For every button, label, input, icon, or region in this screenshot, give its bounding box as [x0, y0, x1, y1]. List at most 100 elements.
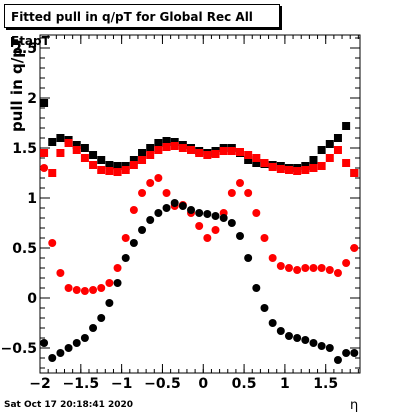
data-point-series-1 — [252, 154, 261, 162]
data-point-series-3 — [187, 206, 196, 214]
data-point-series-2 — [40, 164, 49, 172]
data-point-series-1 — [105, 167, 114, 175]
data-point-series-0 — [138, 149, 147, 157]
data-point-series-0 — [129, 156, 138, 164]
data-point-series-3 — [219, 214, 228, 222]
data-point-series-1 — [244, 151, 253, 159]
data-point-series-3 — [244, 254, 253, 262]
data-point-series-3 — [203, 210, 212, 218]
data-point-series-3 — [154, 209, 163, 217]
data-point-series-1 — [178, 144, 187, 152]
data-point-series-1 — [40, 149, 49, 157]
data-point-series-1 — [72, 146, 81, 154]
y-tick-label: 1.5 — [12, 141, 37, 157]
x-axis-label: η — [350, 398, 359, 413]
data-point-series-1 — [342, 159, 351, 167]
footer-timestamp: Sat Oct 17 20:18:41 2020 — [4, 400, 134, 410]
data-point-series-3 — [64, 344, 73, 352]
data-point-series-2 — [333, 269, 342, 277]
data-point-series-3 — [56, 349, 65, 357]
x-tick-label: 0 — [198, 376, 208, 392]
data-point-series-1 — [113, 168, 122, 176]
data-point-series-1 — [89, 161, 98, 169]
data-point-series-2 — [113, 264, 122, 272]
data-point-series-2 — [325, 266, 334, 274]
data-point-series-2 — [162, 189, 171, 197]
data-point-series-0 — [309, 156, 318, 164]
data-point-series-2 — [211, 226, 220, 234]
data-point-series-1 — [154, 146, 163, 154]
data-point-series-0 — [80, 144, 89, 152]
data-point-series-3 — [105, 299, 114, 307]
data-point-series-0 — [97, 156, 106, 164]
data-point-series-3 — [350, 349, 359, 357]
data-point-series-2 — [72, 286, 81, 294]
x-tick-label: −1 — [111, 376, 132, 392]
data-point-series-1 — [170, 142, 179, 150]
data-point-series-3 — [236, 232, 244, 240]
data-point-series-2 — [129, 206, 138, 214]
data-point-series-1 — [333, 146, 342, 154]
data-point-series-3 — [170, 199, 179, 207]
data-point-series-1 — [293, 167, 302, 175]
data-point-series-2 — [350, 244, 359, 252]
data-point-series-0 — [154, 139, 163, 147]
data-point-series-3 — [252, 284, 261, 292]
y-tick-label: 0.5 — [12, 241, 37, 257]
x-tick-label: 1 — [280, 376, 290, 392]
data-point-series-0 — [48, 138, 57, 146]
data-point-series-1 — [56, 149, 65, 157]
data-point-series-3 — [97, 314, 106, 322]
data-point-series-3 — [301, 336, 310, 344]
y-tick-label: −0.5 — [0, 341, 37, 357]
data-point-series-1 — [350, 169, 359, 177]
y-tick-label: 2 — [27, 91, 37, 107]
data-point-series-1 — [276, 165, 285, 173]
x-tick-label: 1.5 — [313, 376, 338, 392]
data-point-series-2 — [342, 259, 351, 267]
data-point-series-2 — [203, 234, 212, 242]
y-tick-label: 1 — [27, 191, 37, 207]
data-point-series-2 — [154, 174, 163, 182]
x-tick-label: 0.5 — [232, 376, 257, 392]
data-point-series-3 — [121, 254, 130, 262]
data-point-series-1 — [309, 164, 318, 172]
data-point-series-2 — [56, 269, 65, 277]
data-point-series-2 — [138, 189, 147, 197]
data-point-series-3 — [211, 212, 220, 220]
data-point-series-2 — [121, 234, 130, 242]
chart-title: Fitted pull in q/pT for Global Rec All E… — [4, 4, 280, 48]
data-point-series-2 — [268, 254, 277, 262]
data-point-series-3 — [89, 324, 98, 332]
data-point-series-3 — [195, 209, 204, 217]
data-point-series-2 — [146, 179, 155, 187]
data-point-series-3 — [146, 216, 155, 224]
data-point-series-0 — [252, 159, 261, 167]
data-point-series-2 — [195, 222, 204, 230]
data-point-series-3 — [162, 204, 171, 212]
y-tick-label: 2.5 — [12, 41, 37, 57]
data-point-series-1 — [203, 151, 212, 159]
data-point-series-1 — [162, 143, 171, 151]
data-point-series-1 — [48, 169, 57, 177]
x-tick-label: −2 — [29, 376, 50, 392]
plot-frame — [39, 34, 361, 374]
data-point-series-0 — [89, 151, 98, 159]
data-point-series-3 — [260, 304, 269, 312]
data-point-series-0 — [113, 162, 122, 170]
data-point-series-0 — [317, 146, 326, 154]
data-point-series-0 — [72, 141, 81, 149]
data-point-series-2 — [80, 287, 89, 295]
data-point-series-1 — [187, 146, 196, 154]
data-point-series-1 — [284, 166, 293, 174]
data-point-series-0 — [325, 140, 334, 148]
data-point-series-3 — [138, 226, 147, 234]
data-point-series-1 — [138, 156, 147, 164]
data-point-series-0 — [105, 161, 114, 169]
data-point-series-1 — [195, 149, 204, 157]
data-point-series-0 — [56, 134, 65, 142]
data-point-series-2 — [89, 286, 98, 294]
x-tick-label: −0.5 — [144, 376, 181, 392]
data-point-series-2 — [244, 189, 253, 197]
data-point-series-3 — [227, 219, 236, 227]
